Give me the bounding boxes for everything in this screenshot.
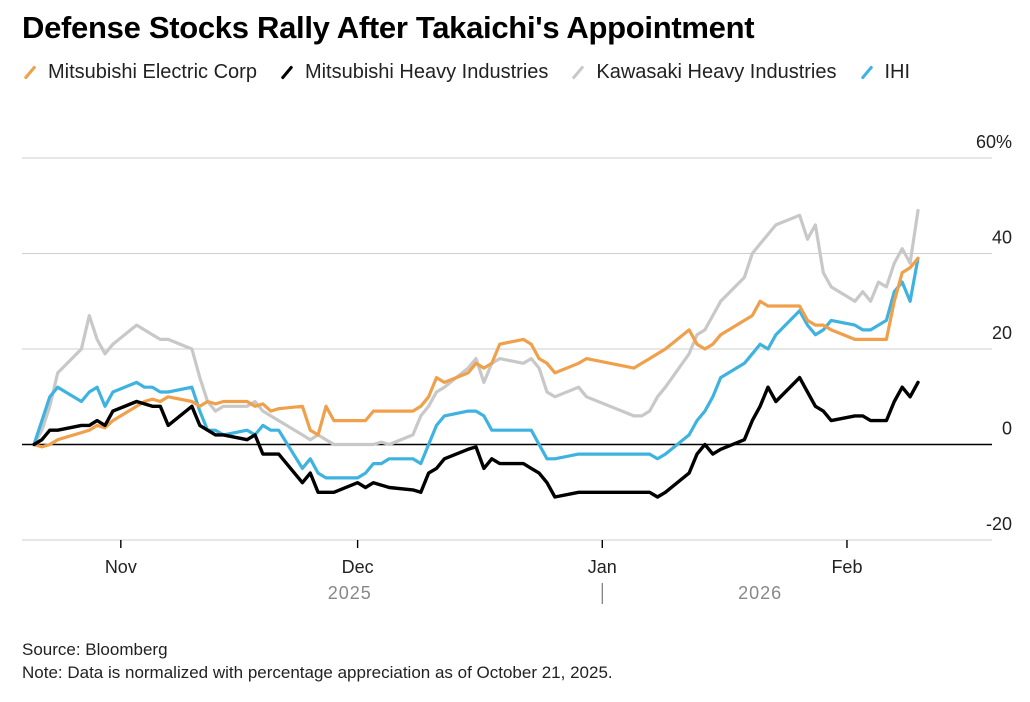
y-tick-label: 40 [992, 228, 1012, 248]
legend-label: Kawasaki Heavy Industries [596, 60, 837, 83]
y-tick-label: 60% [976, 132, 1012, 152]
series-line-mitsubishi-electric-corp [32, 256, 920, 449]
x-tick-label: Feb [831, 557, 862, 577]
legend-item: Mitsubishi Heavy Industries [279, 58, 548, 86]
x-tick-label: Dec [342, 557, 374, 577]
line-chart: Nov Dec Jan Feb 2025 2026 60% 40 20 0 -20 [22, 132, 1012, 604]
legend-label: IHI [884, 60, 911, 83]
y-tick-label: 20 [992, 323, 1012, 343]
y-tick-label: 0 [1002, 419, 1012, 439]
legend-label: Mitsubishi Electric Corp [48, 60, 257, 83]
series-line-ihi [32, 256, 920, 480]
chart-title: Defense Stocks Rally After Takaichi's Ap… [22, 10, 755, 45]
footnote: Note: Data is normalized with percentage… [22, 663, 613, 682]
year-label: 2025 [328, 583, 372, 603]
legend-item: IHI [859, 58, 911, 86]
series-lines [32, 208, 920, 499]
legend-label: Mitsubishi Heavy Industries [304, 60, 549, 83]
chart-legend: Mitsubishi Electric Corp Mitsubishi Heavy… [22, 58, 1012, 86]
y-tick-label: -20 [986, 514, 1012, 534]
legend-item: Mitsubishi Electric Corp [22, 58, 257, 86]
y-axis: 60% 40 20 0 -20 [976, 132, 1012, 534]
series-line-mitsubishi-heavy-industries [32, 375, 920, 499]
source-note: Source: Bloomberg [22, 640, 168, 659]
legend-item: Kawasaki Heavy Industries [570, 58, 837, 86]
x-tick-label: Nov [105, 557, 137, 577]
series-line-kawasaki-heavy-industries [32, 208, 920, 447]
x-tick-label: Jan [588, 557, 617, 577]
year-label: 2026 [738, 583, 782, 603]
gridlines [22, 157, 992, 541]
x-axis: Nov Dec Jan Feb 2025 2026 [105, 540, 862, 604]
